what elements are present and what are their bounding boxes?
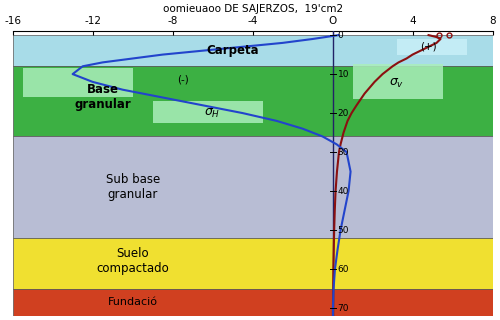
Text: 70: 70	[338, 304, 349, 313]
Bar	[12, 35, 492, 66]
Text: Carpeta: Carpeta	[206, 44, 259, 57]
Text: 60: 60	[338, 265, 349, 274]
Text: $\sigma_H$: $\sigma_H$	[204, 107, 220, 120]
Bar	[22, 68, 132, 98]
Text: 0: 0	[338, 31, 344, 40]
Bar	[12, 136, 492, 238]
Bar	[396, 39, 466, 55]
Text: Base
granular: Base granular	[74, 84, 131, 111]
Text: (-): (-)	[176, 75, 188, 85]
Text: Suelo
compactado: Suelo compactado	[96, 247, 169, 275]
Bar	[12, 238, 492, 289]
Text: (+): (+)	[420, 42, 437, 52]
Text: Fundació: Fundació	[108, 297, 158, 307]
Bar	[12, 289, 492, 316]
Text: 50: 50	[338, 226, 349, 235]
Bar	[12, 66, 492, 136]
Bar	[352, 64, 442, 100]
Text: 20: 20	[338, 108, 349, 117]
Text: 30: 30	[338, 148, 349, 156]
Text: Sub base
granular: Sub base granular	[106, 173, 160, 201]
Text: 40: 40	[338, 187, 349, 196]
Bar	[152, 101, 262, 123]
Text: 10: 10	[338, 69, 349, 79]
Text: $\sigma_v$: $\sigma_v$	[389, 77, 404, 90]
X-axis label: oomieuaoo DE SAJERZOS,  19'cm2: oomieuaoo DE SAJERZOS, 19'cm2	[162, 4, 342, 14]
